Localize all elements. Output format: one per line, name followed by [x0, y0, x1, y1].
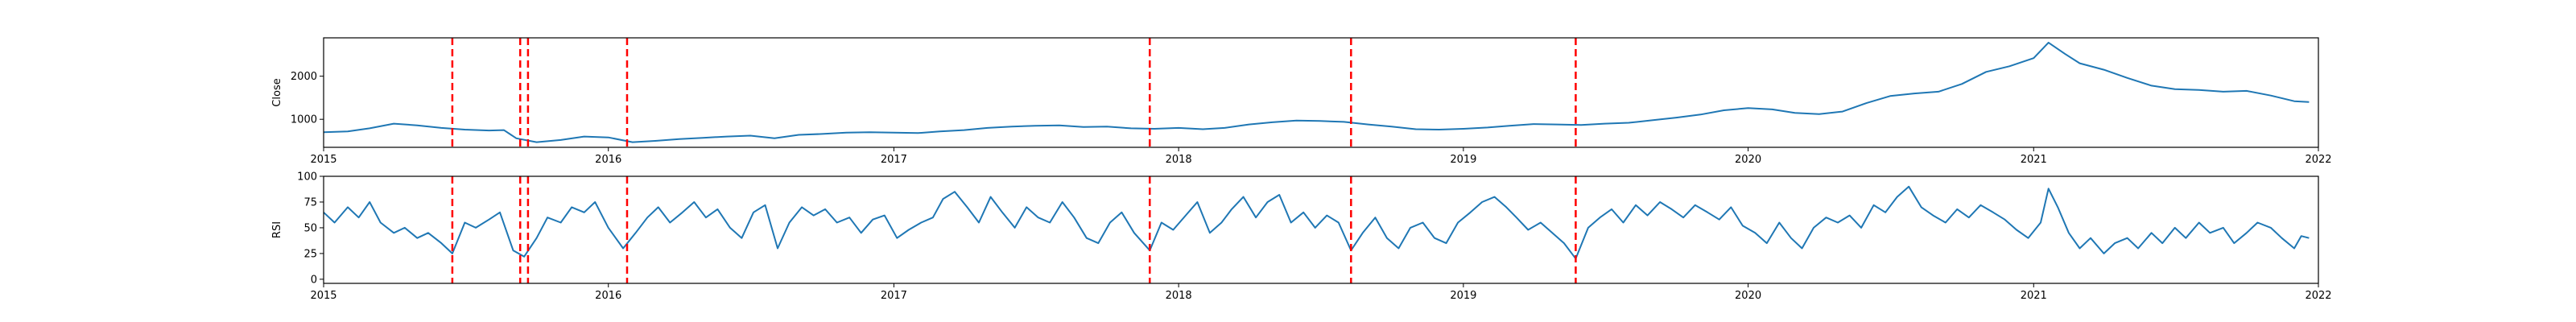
close-price-chart: 2015 2016 2017 2018 2019 2020 2021 2022 1000 2000…: [271, 37, 2332, 166]
y-tick-label: 2000: [291, 71, 317, 83]
x-tick-label: 2017: [881, 290, 907, 302]
axes-frame: [323, 37, 2319, 148]
x-tick-label: 2020: [1735, 154, 1761, 166]
x-tick-label: 2020: [1735, 290, 1761, 302]
y-tick-label: 25: [303, 248, 317, 260]
y-axis-label: Close: [271, 78, 283, 106]
series-line: [323, 185, 2310, 260]
y-tick-label: 100: [297, 171, 317, 184]
x-tick-label: 2017: [881, 154, 907, 166]
x-tick-label: 2015: [310, 290, 336, 302]
x-tick-label: 2018: [1166, 154, 1192, 166]
x-tick-label: 2022: [2305, 290, 2331, 302]
x-tick-label: 2022: [2305, 154, 2331, 166]
x-tick-label: 2016: [595, 154, 621, 166]
x-tick-label: 2018: [1166, 290, 1192, 302]
x-tick-label: 2019: [1450, 290, 1476, 302]
x-tick-label: 2019: [1450, 154, 1476, 166]
x-tick-label: 2021: [2021, 290, 2047, 302]
x-tick-label: 2016: [595, 290, 621, 302]
series-line: [323, 41, 2310, 143]
y-tick-label: 50: [303, 222, 317, 234]
rsi-chart: 2015 2016 2017 2018 2019 2020 2021 2022 0 25 50 75 1…: [271, 171, 2332, 303]
y-tick-label: 0: [311, 274, 317, 286]
axes-frame: [323, 175, 2319, 284]
y-axis-label: RSI: [271, 221, 283, 238]
y-tick-label: 1000: [291, 114, 317, 126]
x-tick-label: 2015: [310, 154, 336, 166]
y-tick-label: 75: [303, 196, 317, 208]
x-tick-label: 2021: [2021, 154, 2047, 166]
